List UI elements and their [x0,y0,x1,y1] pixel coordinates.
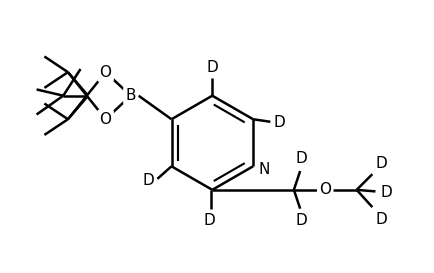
Text: D: D [380,185,392,200]
Text: B: B [125,88,136,103]
Text: N: N [259,162,270,177]
Text: D: D [273,115,285,130]
Text: D: D [375,212,387,227]
Text: O: O [100,112,112,127]
Text: D: D [142,173,154,188]
Text: D: D [296,213,308,229]
Text: D: D [203,213,215,229]
Text: D: D [207,60,218,75]
Text: O: O [100,65,112,80]
Text: D: D [375,156,387,171]
Text: O: O [319,182,331,197]
Text: D: D [296,151,308,166]
